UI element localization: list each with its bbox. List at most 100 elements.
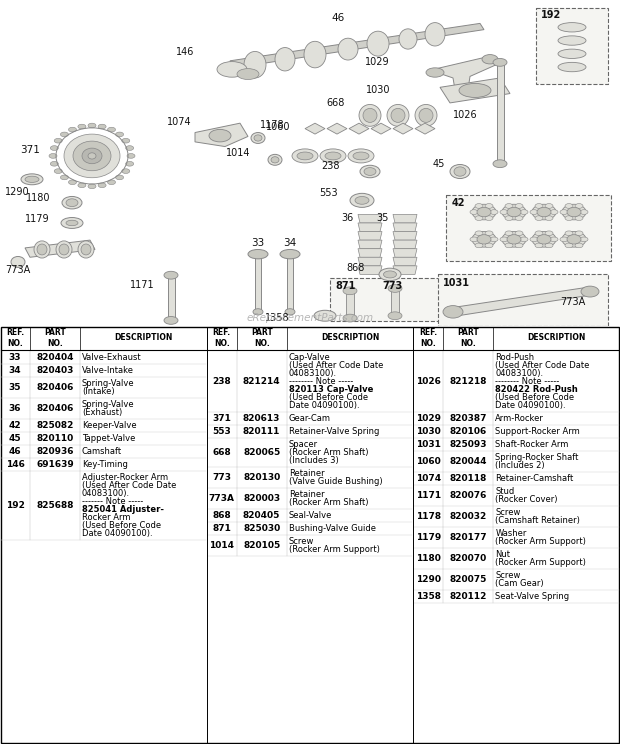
Ellipse shape bbox=[244, 51, 266, 78]
Text: 04083100).: 04083100). bbox=[289, 369, 337, 379]
Ellipse shape bbox=[50, 161, 58, 166]
Text: Date 04090100).: Date 04090100). bbox=[82, 530, 153, 539]
Ellipse shape bbox=[292, 149, 318, 163]
Ellipse shape bbox=[581, 286, 599, 297]
Ellipse shape bbox=[126, 146, 134, 150]
Ellipse shape bbox=[275, 48, 295, 71]
Bar bbox=[168, 275, 175, 321]
Ellipse shape bbox=[415, 104, 437, 126]
Ellipse shape bbox=[515, 216, 523, 220]
Text: -------- Note -----: -------- Note ----- bbox=[495, 377, 560, 386]
Bar bbox=[330, 278, 452, 321]
Bar bbox=[438, 275, 608, 326]
Text: Date 04090100).: Date 04090100). bbox=[495, 401, 566, 411]
Text: 1358: 1358 bbox=[416, 592, 441, 601]
Text: Retainer: Retainer bbox=[289, 490, 324, 499]
Polygon shape bbox=[25, 240, 95, 257]
Text: 35: 35 bbox=[376, 213, 389, 223]
Ellipse shape bbox=[268, 154, 282, 165]
Ellipse shape bbox=[78, 241, 94, 258]
Text: 46: 46 bbox=[9, 447, 21, 456]
Text: 1179: 1179 bbox=[415, 533, 441, 542]
Text: 1030: 1030 bbox=[366, 85, 390, 94]
Text: 1358: 1358 bbox=[265, 313, 290, 323]
Text: Cap-Valve: Cap-Valve bbox=[289, 353, 330, 362]
Ellipse shape bbox=[472, 205, 496, 219]
Ellipse shape bbox=[565, 216, 573, 220]
Text: (Used After Code Date: (Used After Code Date bbox=[495, 362, 590, 371]
Polygon shape bbox=[393, 266, 417, 275]
Ellipse shape bbox=[545, 204, 553, 208]
Text: 1171: 1171 bbox=[416, 491, 441, 500]
Text: 820044: 820044 bbox=[450, 457, 487, 466]
Text: 820613: 820613 bbox=[243, 414, 280, 423]
Ellipse shape bbox=[11, 257, 25, 267]
Text: 820032: 820032 bbox=[450, 512, 487, 521]
Text: Stud: Stud bbox=[495, 487, 515, 496]
Ellipse shape bbox=[532, 231, 556, 247]
Ellipse shape bbox=[485, 204, 493, 208]
Text: 1180: 1180 bbox=[416, 554, 441, 563]
Text: 691639: 691639 bbox=[36, 460, 74, 469]
Ellipse shape bbox=[164, 316, 178, 324]
Ellipse shape bbox=[532, 205, 556, 219]
Ellipse shape bbox=[507, 208, 521, 217]
Text: Spring-Rocker Shaft: Spring-Rocker Shaft bbox=[495, 453, 578, 462]
Ellipse shape bbox=[520, 237, 528, 242]
Ellipse shape bbox=[580, 237, 588, 242]
Text: REF.
NO.: REF. NO. bbox=[419, 328, 437, 347]
Polygon shape bbox=[358, 257, 382, 266]
Text: 820111: 820111 bbox=[243, 427, 280, 436]
Text: (Intake): (Intake) bbox=[82, 388, 115, 397]
Text: 1060: 1060 bbox=[416, 457, 441, 466]
Text: 820070: 820070 bbox=[450, 554, 487, 563]
Ellipse shape bbox=[363, 109, 377, 123]
Ellipse shape bbox=[535, 204, 543, 208]
Text: 820113 Cap-Valve: 820113 Cap-Valve bbox=[289, 385, 373, 394]
Ellipse shape bbox=[477, 234, 491, 244]
Ellipse shape bbox=[567, 208, 581, 217]
Text: 773A: 773A bbox=[5, 265, 30, 275]
Ellipse shape bbox=[254, 135, 262, 141]
Text: (Includes 2): (Includes 2) bbox=[495, 461, 545, 470]
Polygon shape bbox=[195, 124, 248, 147]
Ellipse shape bbox=[126, 161, 134, 166]
Polygon shape bbox=[393, 124, 413, 134]
Text: Retainer-Camshaft: Retainer-Camshaft bbox=[495, 475, 574, 484]
Ellipse shape bbox=[304, 42, 326, 68]
Ellipse shape bbox=[60, 132, 68, 137]
Ellipse shape bbox=[565, 243, 573, 248]
Text: 668: 668 bbox=[327, 98, 345, 108]
Ellipse shape bbox=[485, 216, 493, 220]
Text: 820110: 820110 bbox=[37, 434, 74, 443]
Text: 1290: 1290 bbox=[416, 575, 441, 584]
Text: Key-Timing: Key-Timing bbox=[82, 461, 128, 469]
Ellipse shape bbox=[359, 104, 381, 126]
Text: Spring-Valve: Spring-Valve bbox=[82, 379, 135, 388]
Ellipse shape bbox=[505, 204, 513, 208]
Ellipse shape bbox=[49, 153, 57, 158]
Ellipse shape bbox=[343, 287, 357, 295]
Ellipse shape bbox=[66, 199, 78, 207]
Ellipse shape bbox=[565, 204, 573, 208]
Ellipse shape bbox=[56, 241, 72, 258]
Text: ------- Note -----: ------- Note ----- bbox=[82, 498, 143, 507]
Text: Valve-Intake: Valve-Intake bbox=[82, 366, 134, 376]
Text: 34: 34 bbox=[9, 366, 21, 375]
Ellipse shape bbox=[550, 237, 558, 242]
Ellipse shape bbox=[73, 141, 111, 170]
Ellipse shape bbox=[545, 231, 553, 236]
Ellipse shape bbox=[209, 129, 231, 142]
Polygon shape bbox=[393, 223, 417, 231]
Ellipse shape bbox=[34, 241, 50, 258]
Ellipse shape bbox=[25, 176, 39, 182]
Ellipse shape bbox=[280, 249, 300, 259]
Text: Retainer-Valve Spring: Retainer-Valve Spring bbox=[289, 427, 379, 437]
Text: 820118: 820118 bbox=[450, 474, 487, 483]
Ellipse shape bbox=[490, 237, 498, 242]
Text: Retainer: Retainer bbox=[289, 469, 324, 478]
Text: 1031: 1031 bbox=[443, 278, 470, 287]
Ellipse shape bbox=[122, 138, 130, 143]
Polygon shape bbox=[393, 231, 417, 240]
Ellipse shape bbox=[82, 148, 102, 164]
